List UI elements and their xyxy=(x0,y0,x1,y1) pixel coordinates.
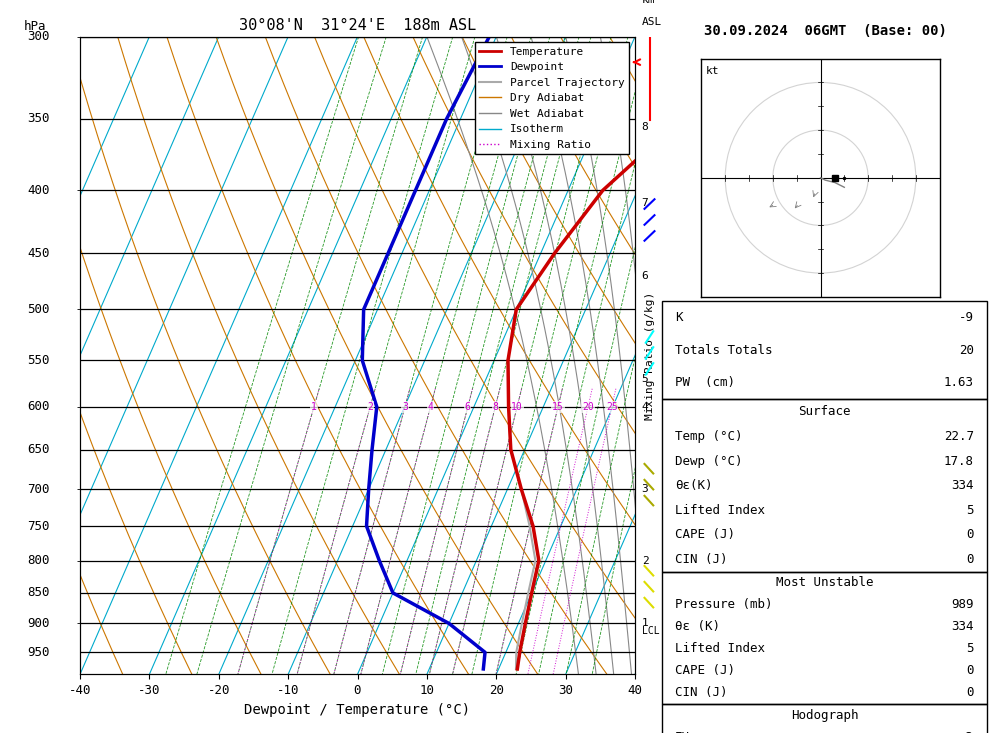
Text: 350: 350 xyxy=(27,112,49,125)
Text: CAPE (J): CAPE (J) xyxy=(675,528,735,542)
Text: CIN (J): CIN (J) xyxy=(675,553,728,566)
Text: Pressure (mb): Pressure (mb) xyxy=(675,598,772,611)
Text: 950: 950 xyxy=(27,646,49,659)
Text: 15: 15 xyxy=(552,402,564,412)
Text: 17.8: 17.8 xyxy=(944,454,974,468)
Text: θε(K): θε(K) xyxy=(675,479,712,492)
Text: Lifted Index: Lifted Index xyxy=(675,642,765,655)
Text: 2: 2 xyxy=(367,402,373,412)
Text: 550: 550 xyxy=(27,354,49,367)
Text: 22.7: 22.7 xyxy=(944,430,974,443)
Text: 30.09.2024  06GMT  (Base: 00): 30.09.2024 06GMT (Base: 00) xyxy=(704,24,946,38)
Text: 0: 0 xyxy=(967,528,974,542)
Text: 750: 750 xyxy=(27,520,49,533)
Text: Hodograph: Hodograph xyxy=(791,709,858,721)
Text: 400: 400 xyxy=(27,184,49,196)
Text: 3: 3 xyxy=(402,402,408,412)
Text: Dewp (°C): Dewp (°C) xyxy=(675,454,742,468)
Title: 30°08'N  31°24'E  188m ASL: 30°08'N 31°24'E 188m ASL xyxy=(239,18,476,33)
Text: 10: 10 xyxy=(511,402,523,412)
Text: 500: 500 xyxy=(27,303,49,316)
Text: ASL: ASL xyxy=(642,17,662,27)
Text: EH: EH xyxy=(675,732,690,733)
Text: Surface: Surface xyxy=(798,405,851,419)
Text: 4: 4 xyxy=(642,402,648,412)
Text: CAPE (J): CAPE (J) xyxy=(675,664,735,677)
Text: 6: 6 xyxy=(642,271,648,281)
Text: 0: 0 xyxy=(967,553,974,566)
Text: 900: 900 xyxy=(27,617,49,630)
Text: 989: 989 xyxy=(952,598,974,611)
Text: Mixing Ratio (g/kg): Mixing Ratio (g/kg) xyxy=(645,292,655,419)
Text: 850: 850 xyxy=(27,586,49,600)
Text: Lifted Index: Lifted Index xyxy=(675,504,765,517)
Text: LCL: LCL xyxy=(642,625,659,636)
Text: 5: 5 xyxy=(642,375,648,385)
Text: 5: 5 xyxy=(967,504,974,517)
Text: 25: 25 xyxy=(606,402,618,412)
Text: 5: 5 xyxy=(967,642,974,655)
Text: 2: 2 xyxy=(642,556,648,566)
Text: Temp (°C): Temp (°C) xyxy=(675,430,742,443)
Text: K: K xyxy=(675,311,682,323)
Text: Most Unstable: Most Unstable xyxy=(776,576,873,589)
Text: 600: 600 xyxy=(27,400,49,413)
Text: 8: 8 xyxy=(492,402,498,412)
Text: 8: 8 xyxy=(642,122,648,131)
Text: 1: 1 xyxy=(311,402,317,412)
Text: 650: 650 xyxy=(27,443,49,456)
Text: 800: 800 xyxy=(27,554,49,567)
Text: 300: 300 xyxy=(27,30,49,43)
Text: 450: 450 xyxy=(27,247,49,259)
Text: CIN (J): CIN (J) xyxy=(675,686,728,699)
Text: km: km xyxy=(642,0,655,5)
Text: Totals Totals: Totals Totals xyxy=(675,344,772,356)
Text: 0: 0 xyxy=(967,686,974,699)
Text: 7: 7 xyxy=(642,199,648,208)
Text: hPa: hPa xyxy=(24,21,47,34)
Text: 1.63: 1.63 xyxy=(944,377,974,389)
Text: PW  (cm): PW (cm) xyxy=(675,377,735,389)
Text: 700: 700 xyxy=(27,483,49,496)
Text: -9: -9 xyxy=(959,311,974,323)
Text: 334: 334 xyxy=(952,620,974,633)
Text: 20: 20 xyxy=(582,402,594,412)
X-axis label: Dewpoint / Temperature (°C): Dewpoint / Temperature (°C) xyxy=(244,703,471,717)
Text: kt: kt xyxy=(706,66,720,75)
Text: 334: 334 xyxy=(952,479,974,492)
Text: 3: 3 xyxy=(642,485,648,494)
Text: 6: 6 xyxy=(465,402,471,412)
Text: θε (K): θε (K) xyxy=(675,620,720,633)
Text: -3: -3 xyxy=(959,732,974,733)
Text: 1: 1 xyxy=(642,619,648,628)
Text: 20: 20 xyxy=(959,344,974,356)
Legend: Temperature, Dewpoint, Parcel Trajectory, Dry Adiabat, Wet Adiabat, Isotherm, Mi: Temperature, Dewpoint, Parcel Trajectory… xyxy=(475,43,629,155)
Text: 4: 4 xyxy=(428,402,433,412)
Text: 0: 0 xyxy=(967,664,974,677)
